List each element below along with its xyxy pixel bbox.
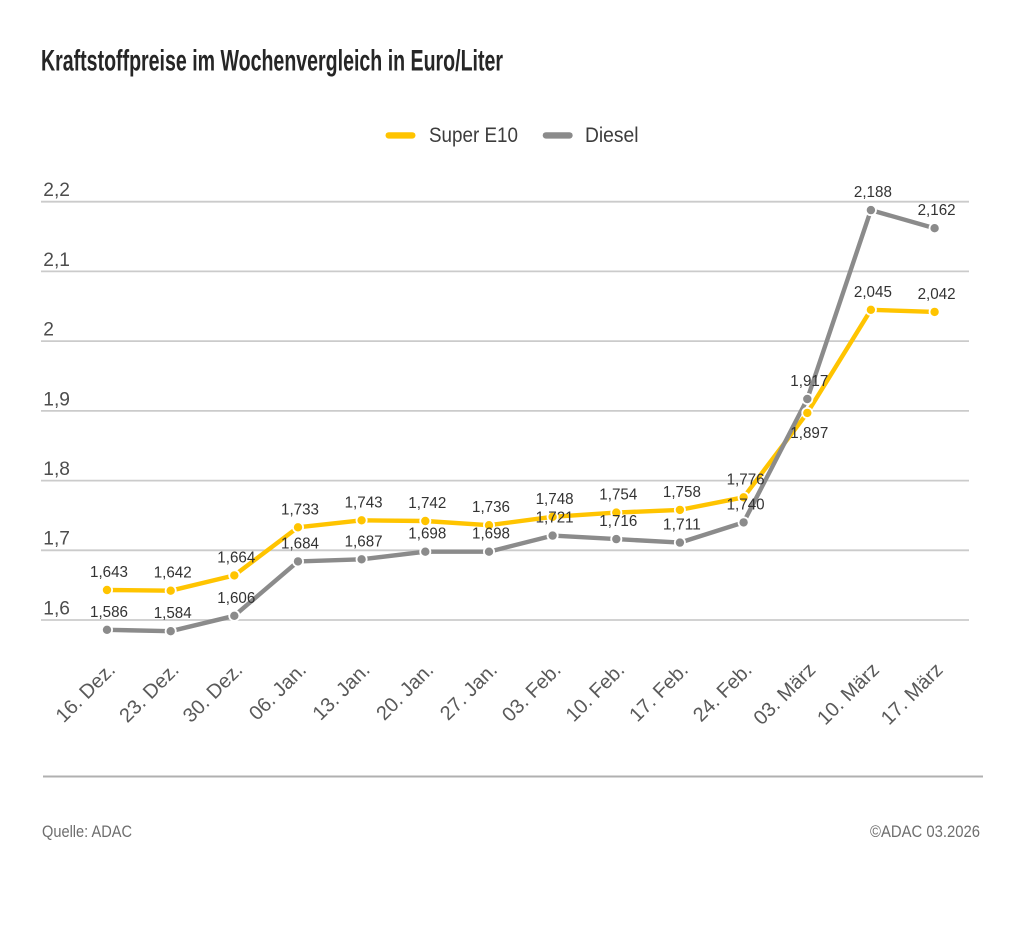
svg-text:1,642: 1,642: [154, 565, 192, 582]
svg-text:1,917: 1,917: [790, 373, 828, 390]
svg-text:2,188: 2,188: [854, 184, 892, 201]
svg-text:1,643: 1,643: [90, 564, 128, 581]
svg-text:1,742: 1,742: [408, 495, 446, 512]
svg-text:1,698: 1,698: [408, 526, 446, 543]
svg-text:1,687: 1,687: [345, 533, 383, 550]
svg-text:1,716: 1,716: [599, 513, 637, 530]
svg-text:2,162: 2,162: [918, 202, 956, 219]
svg-text:Super E10: Super E10: [429, 122, 518, 147]
svg-text:1,606: 1,606: [217, 590, 255, 607]
svg-text:2,042: 2,042: [918, 286, 956, 303]
svg-text:1,664: 1,664: [217, 549, 255, 566]
svg-text:1,6: 1,6: [43, 598, 70, 619]
svg-text:1,748: 1,748: [536, 491, 574, 508]
svg-text:1,7: 1,7: [43, 529, 70, 550]
svg-text:2,045: 2,045: [854, 284, 892, 301]
svg-text:1,897: 1,897: [790, 425, 828, 442]
svg-text:1,733: 1,733: [281, 501, 319, 518]
svg-text:1,684: 1,684: [281, 535, 319, 552]
svg-text:1,740: 1,740: [727, 496, 765, 513]
svg-text:1,586: 1,586: [90, 604, 128, 621]
svg-text:Diesel: Diesel: [585, 122, 639, 147]
svg-text:1,754: 1,754: [599, 487, 637, 504]
svg-text:2,2: 2,2: [43, 180, 70, 201]
svg-text:1,584: 1,584: [154, 605, 192, 622]
svg-text:2: 2: [43, 320, 54, 341]
svg-text:1,776: 1,776: [727, 471, 765, 488]
svg-text:1,758: 1,758: [663, 484, 701, 501]
svg-text:2,1: 2,1: [43, 250, 70, 271]
svg-text:Kraftstoffpreise im Wochenverg: Kraftstoffpreise im Wochenvergleich in E…: [41, 45, 503, 78]
svg-text:1,8: 1,8: [43, 459, 70, 480]
svg-text:1,743: 1,743: [345, 494, 383, 511]
svg-text:1,698: 1,698: [472, 526, 510, 543]
svg-text:1,736: 1,736: [472, 499, 510, 516]
svg-text:1,711: 1,711: [663, 517, 701, 534]
svg-text:1,9: 1,9: [43, 389, 70, 410]
svg-text:©ADAC 03.2026: ©ADAC 03.2026: [870, 822, 980, 841]
svg-text:1,721: 1,721: [536, 510, 574, 527]
svg-text:Quelle: ADAC: Quelle: ADAC: [42, 822, 132, 841]
